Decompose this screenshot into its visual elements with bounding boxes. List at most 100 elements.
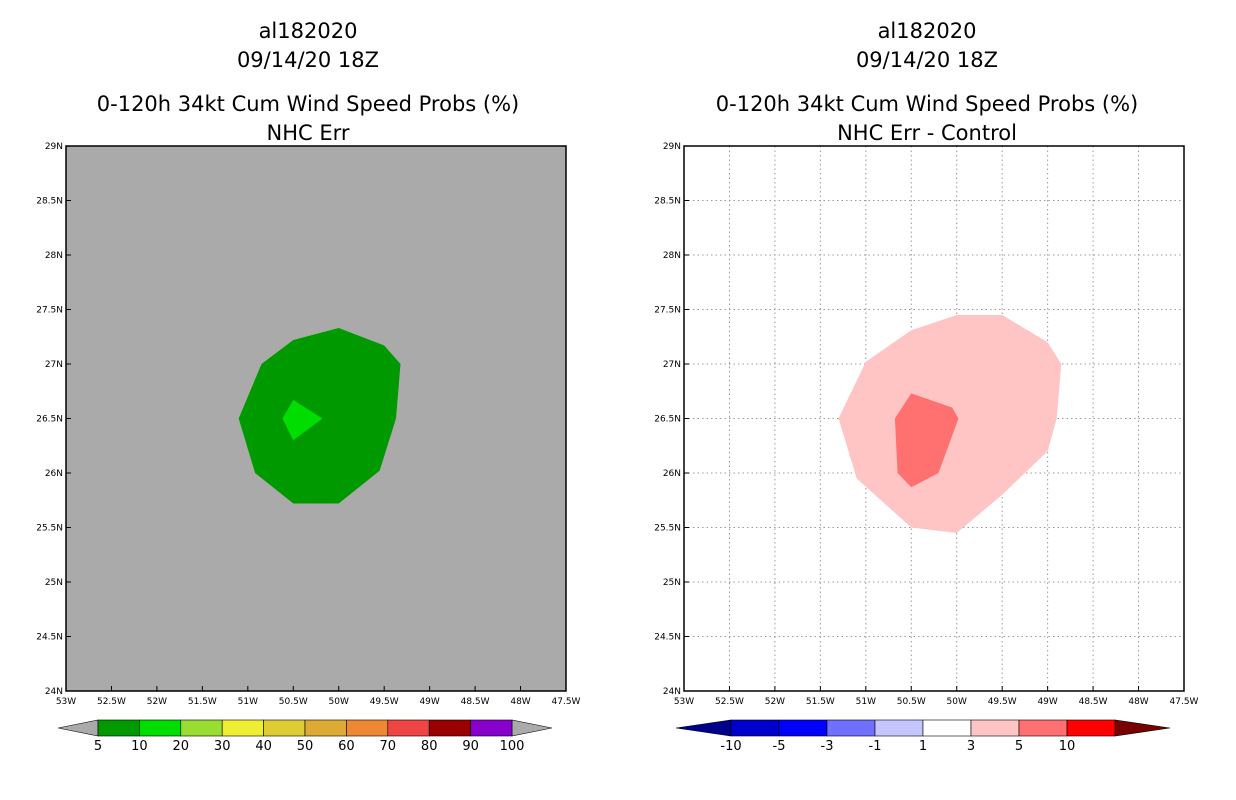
x-tick-label: 49W xyxy=(419,697,439,707)
colorbar-swatch xyxy=(97,719,140,737)
y-tick-label: 29N xyxy=(45,142,63,152)
colorbar-label: 5 xyxy=(1015,739,1023,754)
x-tick-label: 49W xyxy=(1037,697,1057,707)
colorbar-label: 70 xyxy=(380,739,397,754)
colorbar-label: 40 xyxy=(255,739,272,754)
x-tick-label: 49.5W xyxy=(988,697,1017,707)
colorbar-label: 1 xyxy=(919,739,927,754)
colorbar-swatch xyxy=(428,719,471,737)
colorbar-swatch xyxy=(778,719,828,737)
x-tick-label: 51W xyxy=(238,697,258,707)
x-tick-label: 49.5W xyxy=(370,697,399,707)
y-tick-label: 24.5N xyxy=(36,633,63,643)
colorbar-swatch xyxy=(1066,719,1116,737)
x-tick-label: 51W xyxy=(856,697,876,707)
colorbar-label: 10 xyxy=(131,739,148,754)
chart-title-line-1: al182020 xyxy=(878,19,977,43)
colorbar-label: 5 xyxy=(94,739,102,754)
colorbar-label: -5 xyxy=(773,739,786,754)
chart-title-line-1: al182020 xyxy=(259,19,358,43)
colorbar: 5 10 20 30 40 50 60 70 80 90 100 xyxy=(57,719,553,754)
y-tick-label: 26N xyxy=(663,469,681,479)
colorbar-label: 50 xyxy=(297,739,314,754)
y-tick-label: 29N xyxy=(663,142,681,152)
colorbar-over-triangle xyxy=(511,719,553,737)
colorbar-label: -3 xyxy=(821,739,834,754)
y-tick-label: 28.5N xyxy=(36,197,63,207)
region-prob-5-10 xyxy=(238,328,401,504)
x-tick-label: 50W xyxy=(329,697,349,707)
colorbar-over-triangle xyxy=(1114,719,1171,737)
colorbar-label: 100 xyxy=(500,739,525,754)
x-tick-label: 48W xyxy=(510,697,530,707)
y-tick-label: 27N xyxy=(663,360,681,370)
colorbar-label: 80 xyxy=(421,739,438,754)
colorbar-under-triangle xyxy=(675,719,732,737)
colorbar-swatch xyxy=(263,719,306,737)
colorbar-swatch xyxy=(874,719,924,737)
colorbar-swatch xyxy=(180,719,223,737)
colorbar-swatch xyxy=(1018,719,1068,737)
region-diff-3-5 xyxy=(894,393,959,488)
colorbar-label: -10 xyxy=(720,739,741,754)
x-tick-label: 48W xyxy=(1128,697,1148,707)
x-tick-label: 50.5W xyxy=(279,697,308,707)
x-tick-label: 52.5W xyxy=(97,697,126,707)
y-tick-label: 27.5N xyxy=(36,306,63,316)
x-tick-label: 53W xyxy=(674,697,694,707)
chart-title-line-4: NHC Err xyxy=(266,121,349,145)
colorbar: -10 -5 -3 -1 1 3 5 10 xyxy=(675,719,1171,754)
colorbar-swatch xyxy=(470,719,513,737)
y-tick-label: 27.5N xyxy=(654,306,681,316)
x-tick-label: 52.5W xyxy=(715,697,744,707)
y-tick-label: 28.5N xyxy=(654,197,681,207)
x-tick-label: 51.5W xyxy=(806,697,835,707)
y-tick-label: 28N xyxy=(45,251,63,261)
colorbar-label: 20 xyxy=(173,739,190,754)
chart-title-line-4: NHC Err - Control xyxy=(837,121,1017,145)
chart-panel-1: al182020 09/14/20 18Z 0-120h 34kt Cum Wind… xyxy=(36,19,580,754)
colorbar-swatch xyxy=(304,719,347,737)
y-tick-label: 28N xyxy=(663,251,681,261)
colorbar-label: 3 xyxy=(967,739,975,754)
grid-lines xyxy=(684,146,1184,691)
colorbar-swatch xyxy=(970,719,1020,737)
colorbar-label: 60 xyxy=(338,739,355,754)
x-tick-label: 50.5W xyxy=(897,697,926,707)
x-tick-label: 48.5W xyxy=(461,697,490,707)
y-tick-label: 25.5N xyxy=(36,524,63,534)
y-tick-label: 27N xyxy=(45,360,63,370)
x-tick-label: 47.5W xyxy=(1170,697,1199,707)
colorbar-label: -1 xyxy=(869,739,882,754)
chart-title-line-2: 09/14/20 18Z xyxy=(856,48,998,72)
x-tick-label: 48.5W xyxy=(1079,697,1108,707)
y-tick-label: 25N xyxy=(45,578,63,588)
colorbar-swatch xyxy=(387,719,430,737)
y-tick-label: 24.5N xyxy=(654,633,681,643)
x-tick-label: 52W xyxy=(147,697,167,707)
chart-title-line-3: 0-120h 34kt Cum Wind Speed Probs (%) xyxy=(716,92,1138,116)
y-tick-label: 26.5N xyxy=(36,415,63,425)
colorbar-swatch xyxy=(922,719,972,737)
region-prob-10-20 xyxy=(282,400,323,441)
x-tick-label: 52W xyxy=(765,697,785,707)
colorbar-swatch xyxy=(346,719,389,737)
x-tick-label: 47.5W xyxy=(552,697,581,707)
y-tick-label: 26.5N xyxy=(654,415,681,425)
colorbar-label: 90 xyxy=(462,739,479,754)
colorbar-label: 30 xyxy=(214,739,231,754)
colorbar-swatch xyxy=(221,719,264,737)
colorbar-swatch xyxy=(826,719,876,737)
x-tick-label: 50W xyxy=(947,697,967,707)
y-tick-label: 24N xyxy=(663,687,681,697)
chart-panel-2: al182020 09/14/20 18Z 0-120h 34kt Cum Wind… xyxy=(654,19,1198,754)
y-tick-label: 25N xyxy=(663,578,681,588)
x-tick-label: 51.5W xyxy=(188,697,217,707)
colorbar-label: 10 xyxy=(1059,739,1076,754)
x-tick-label: 53W xyxy=(56,697,76,707)
y-tick-label: 26N xyxy=(45,469,63,479)
chart-title-line-2: 09/14/20 18Z xyxy=(237,48,379,72)
chart-title-line-3: 0-120h 34kt Cum Wind Speed Probs (%) xyxy=(97,92,519,116)
y-tick-label: 24N xyxy=(45,687,63,697)
